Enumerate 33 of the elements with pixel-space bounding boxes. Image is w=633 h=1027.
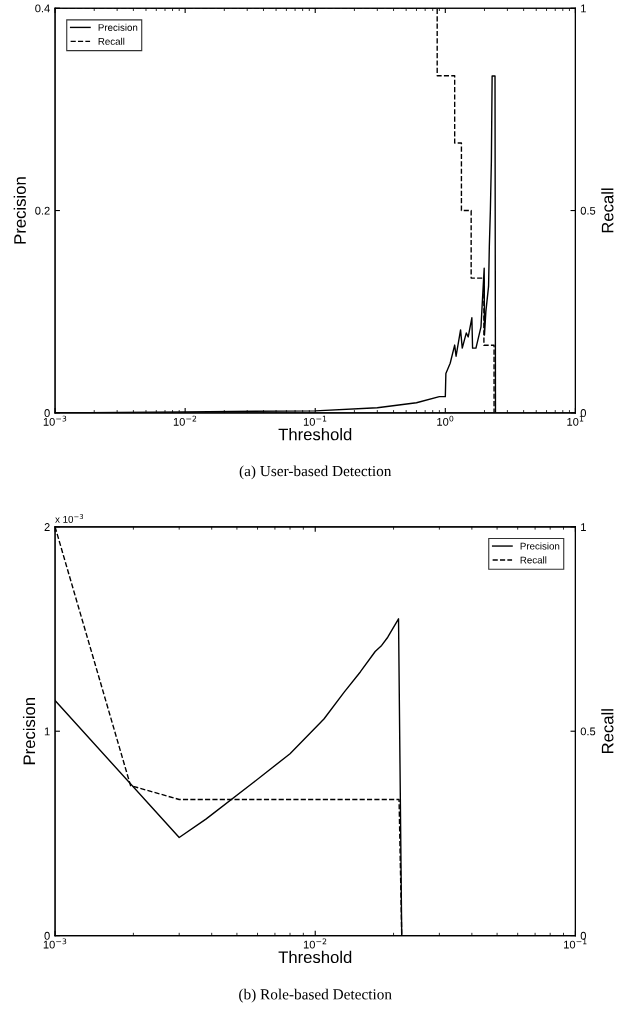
y-tick-label: 0.4	[35, 4, 50, 13]
legend-label: Precision	[98, 23, 138, 31]
legend-label: Recall	[520, 556, 547, 564]
legend-label: Precision	[520, 542, 560, 550]
x-tick-label: 10$^{−2}$	[173, 415, 197, 426]
y-axis-title: Precision	[13, 177, 26, 244]
y-tick-label: 1	[44, 727, 50, 736]
y2-tick-label: 0	[580, 931, 586, 940]
y-axis-title: Precision	[22, 698, 36, 765]
legend-label: Recall	[98, 37, 125, 45]
x-tick-label: 10$^{−1}$	[303, 415, 327, 426]
x-tick-label: 10$^{−3}$	[43, 938, 67, 949]
y-tick-label: 2	[44, 523, 50, 531]
x-axis-title: Threshold	[278, 950, 352, 964]
x-tick-label: 10$^{−1}$	[564, 938, 587, 949]
text: (b) Role-based Detection	[239, 988, 392, 1003]
y2-axis-title: Recall	[601, 709, 614, 754]
x-tick-label: 10$^{0}$	[437, 415, 454, 426]
y2-tick-label: 0.5	[580, 206, 596, 215]
text: (a) User-based Detection	[239, 465, 392, 480]
x-axis-title: Threshold	[278, 428, 352, 441]
text: x 10$^{−3}$	[55, 513, 84, 523]
x-tick-label: 10$^{−2}$	[303, 938, 327, 949]
x-tick-label: 10$^{−3}$	[43, 415, 67, 426]
y2-tick-label: 0.5	[580, 727, 596, 736]
y-tick-label: 0.2	[35, 206, 50, 215]
y2-tick-label: 0	[580, 409, 586, 417]
x-tick-label: 10$^{1}$	[567, 415, 584, 426]
y-tick-label: 0	[44, 931, 50, 940]
y2-tick-label: 1	[581, 4, 586, 13]
y-tick-label: 0	[44, 409, 50, 417]
y2-axis-title: Recall	[601, 188, 614, 233]
y2-tick-label: 1	[581, 523, 586, 531]
